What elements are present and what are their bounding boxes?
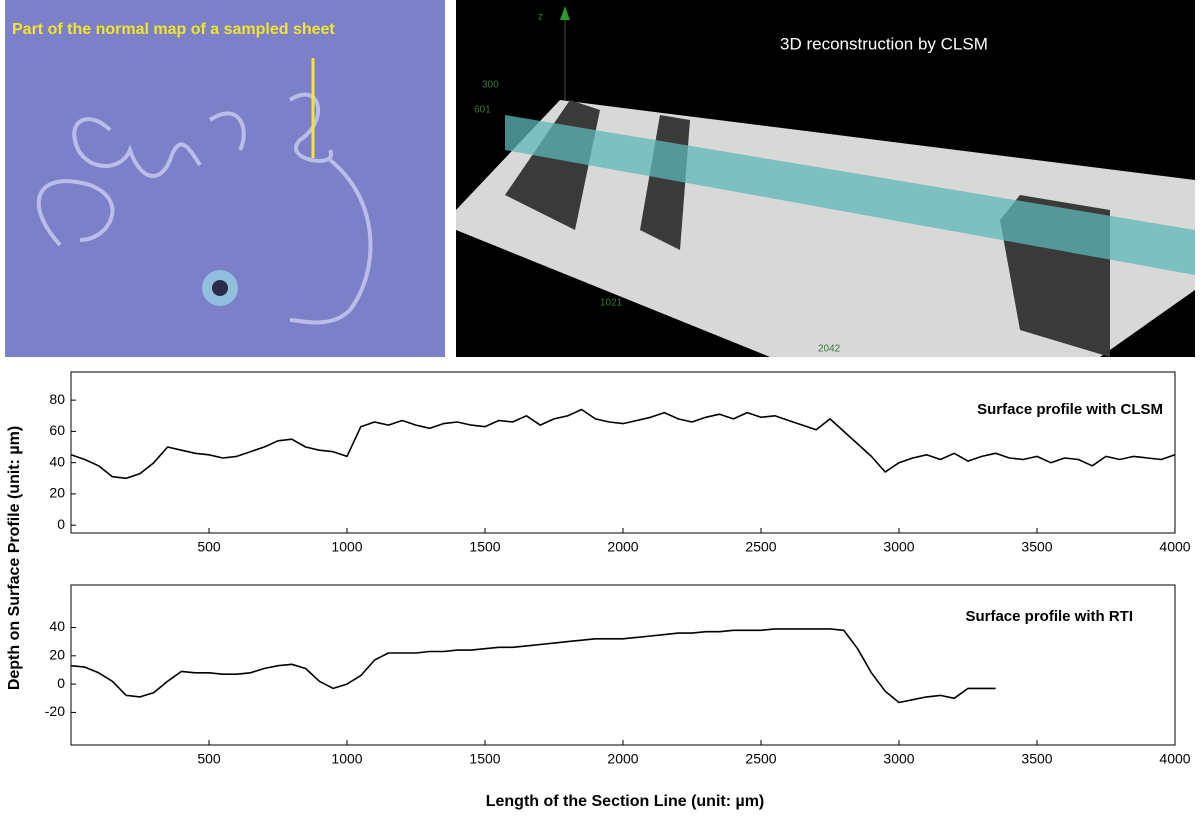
profile-line (70, 628, 996, 704)
x-tick-label: 4000 (1159, 751, 1190, 767)
y-tick-label: 40 (49, 618, 65, 634)
y-tick-label: -20 (45, 703, 65, 719)
axis-label: 2042 (818, 344, 841, 355)
y-axis-label: Depth on Surface Profile (unit: µm) (6, 426, 23, 690)
y-tick-label: 40 (49, 453, 65, 469)
x-tick-label: 3000 (883, 751, 914, 767)
axis-label: 601 (474, 105, 491, 116)
z-arrow (560, 6, 570, 20)
y-tick-label: 20 (49, 646, 65, 662)
y-tick-label: 80 (49, 391, 65, 407)
plot-frame (70, 371, 1176, 534)
x-tick-label: 3500 (1021, 751, 1052, 767)
x-tick-label: 4000 (1159, 539, 1190, 555)
x-axis-label: Length of the Section Line (unit: µm) (486, 793, 765, 810)
y-tick-label: 0 (57, 516, 65, 532)
axis-label: z (538, 12, 543, 23)
x-tick-label: 1500 (469, 539, 500, 555)
axis-label: 300 (482, 80, 499, 91)
x-tick-label: 3000 (883, 539, 914, 555)
x-tick-label: 1500 (469, 751, 500, 767)
x-tick-label: 2500 (745, 751, 776, 767)
normal-map-caption: Part of the normal map of a sampled shee… (12, 21, 335, 38)
handwriting (36, 92, 373, 325)
y-tick-label: 60 (49, 422, 65, 438)
section-plane (505, 115, 1195, 275)
y-tick-label: 0 (57, 675, 65, 691)
axis-label: 1021 (600, 298, 623, 309)
clsm-caption: 3D reconstruction by CLSM (780, 34, 988, 53)
x-tick-label: 2000 (607, 751, 638, 767)
chart-title: Surface profile with RTI (965, 608, 1133, 625)
chart-title: Surface profile with CLSM (977, 401, 1163, 418)
x-tick-label: 3500 (1021, 539, 1052, 555)
sphere-core (212, 280, 228, 296)
x-tick-label: 500 (197, 539, 221, 555)
x-tick-label: 1000 (331, 539, 362, 555)
profile-line (70, 408, 1176, 480)
y-tick-label: 20 (49, 485, 65, 501)
x-tick-label: 2000 (607, 539, 638, 555)
x-tick-label: 500 (197, 751, 221, 767)
x-tick-label: 2500 (745, 539, 776, 555)
x-tick-label: 1000 (331, 751, 362, 767)
